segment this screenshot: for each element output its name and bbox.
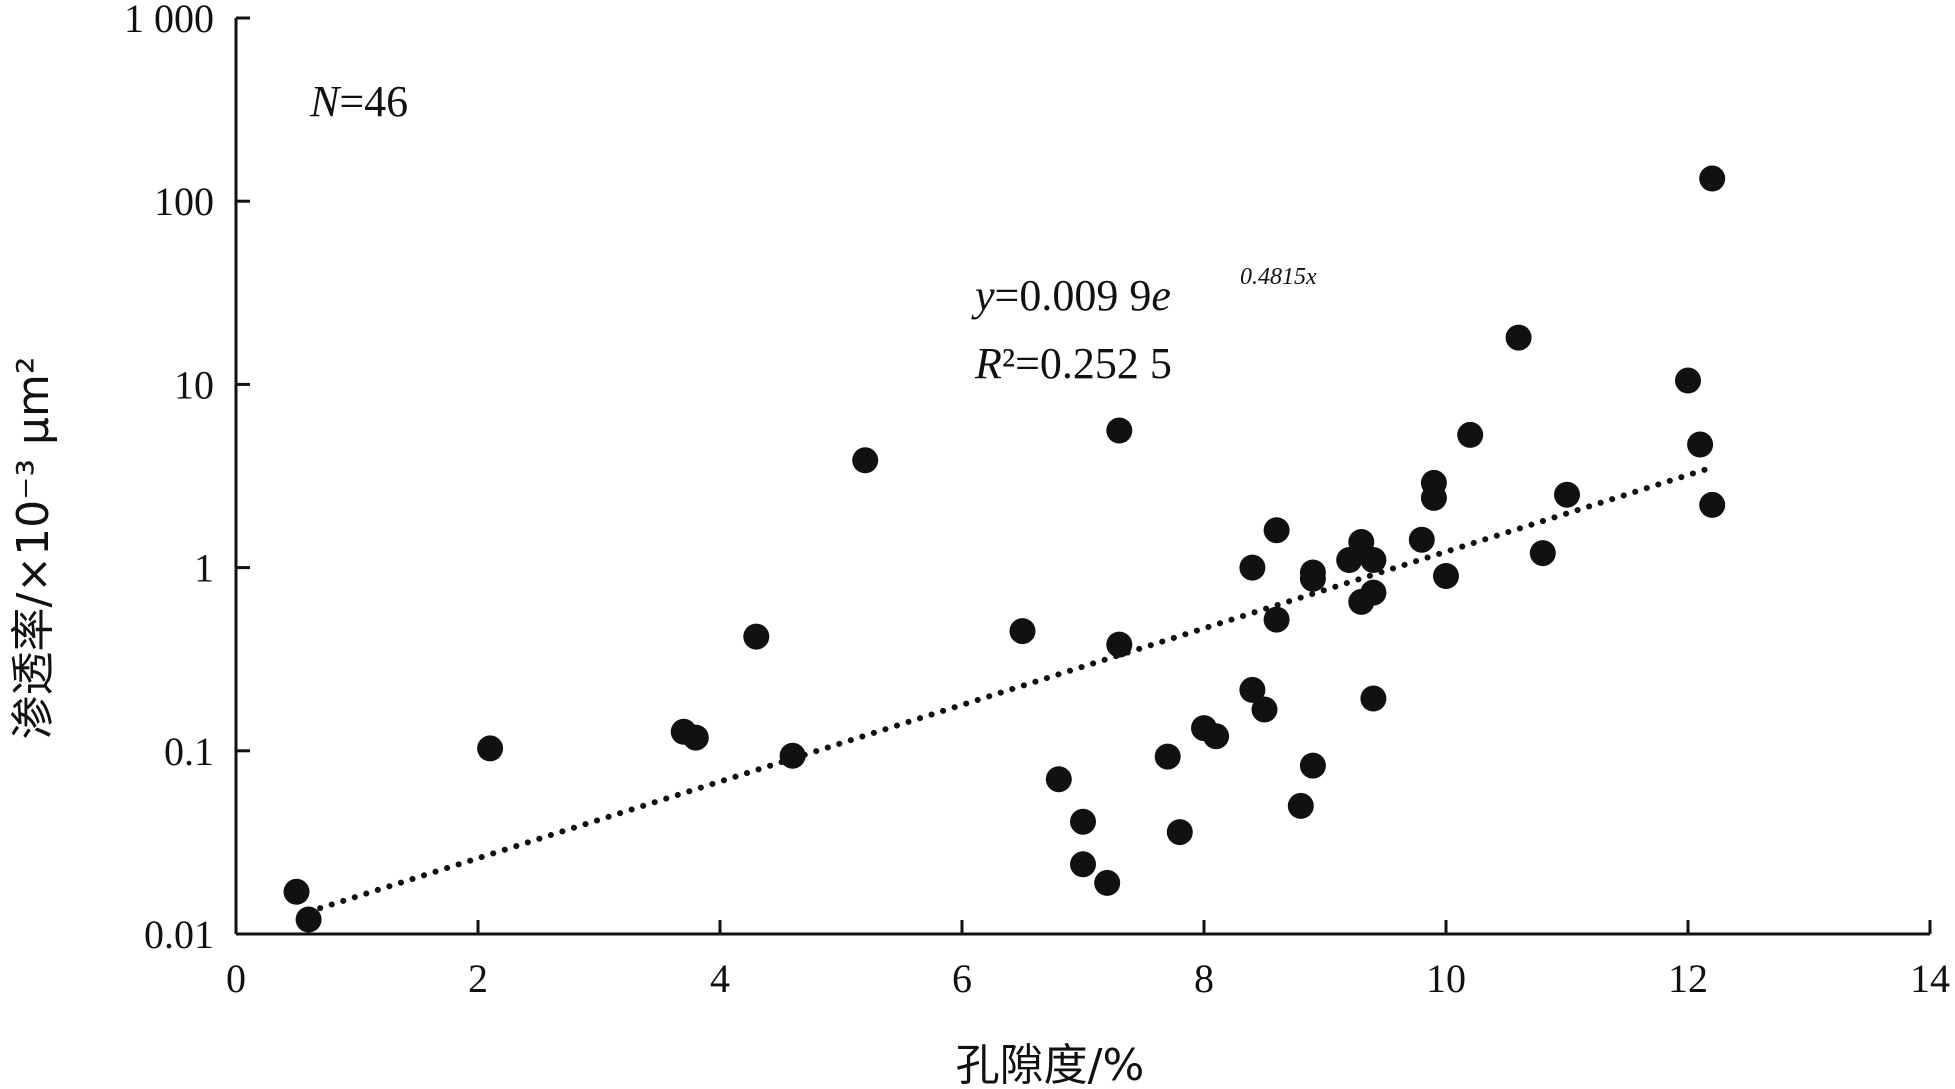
y-tick-label: 0.01 (144, 912, 214, 957)
data-point (852, 447, 879, 474)
regression-equation: y=0.009 9e (971, 271, 1171, 320)
data-point (1070, 808, 1096, 835)
trendline (305, 464, 1716, 915)
y-tick-label: 100 (154, 179, 214, 224)
data-point (1299, 565, 1326, 592)
data-point (1420, 484, 1447, 511)
regression-exponent: 0.4815x (1240, 264, 1317, 290)
x-tick-label: 6 (952, 956, 972, 1001)
data-point (1687, 431, 1714, 458)
x-tick-label: 12 (1668, 956, 1708, 1001)
data-point (1094, 869, 1121, 896)
data-point (1251, 696, 1278, 723)
data-point (1675, 367, 1701, 394)
data-point (1433, 563, 1459, 589)
y-tick-label: 1 000 (124, 0, 214, 41)
data-point (1263, 606, 1290, 633)
data-point (1106, 417, 1133, 444)
data-point (1287, 792, 1314, 819)
x-tick-label: 2 (468, 956, 488, 1001)
data-point (1457, 421, 1484, 448)
data-point (1239, 676, 1266, 703)
data-point (1299, 752, 1326, 779)
data-point (1360, 547, 1387, 573)
y-tick-label: 10 (174, 362, 214, 407)
y-tick-label: 1 (194, 546, 214, 591)
x-tick-label: 4 (710, 956, 730, 1001)
y-ticks: 0.01 0.1 1 10 100 1 000 (124, 0, 250, 957)
y-tick-label: 0.1 (164, 729, 214, 774)
data-point (1263, 517, 1290, 544)
data-point (682, 724, 709, 751)
data-point (283, 878, 310, 905)
data-point (1554, 481, 1580, 508)
data-point (1699, 165, 1726, 192)
x-tick-label: 14 (1910, 956, 1950, 1001)
data-point (295, 906, 322, 933)
sample-count-label: N=46 (309, 77, 408, 126)
data-point (1106, 631, 1133, 658)
y-axis-title: 渗透率/×10⁻³ μm² (8, 356, 59, 739)
data-point (1070, 851, 1096, 878)
data-point (1699, 491, 1726, 518)
data-point (477, 735, 504, 762)
x-ticks: 0 2 4 6 8 10 12 14 (226, 920, 1950, 1001)
x-axis-title: 孔隙度/% (956, 1040, 1145, 1089)
data-point (1154, 743, 1181, 770)
data-point (1360, 685, 1387, 712)
data-points (283, 165, 1726, 933)
data-point (1408, 526, 1435, 553)
data-point (1009, 618, 1036, 645)
axes (234, 18, 1930, 936)
data-point (779, 742, 806, 769)
x-tick-label: 8 (1194, 956, 1214, 1001)
r-squared-label: R²=0.252 5 (974, 339, 1172, 388)
data-point (1045, 766, 1072, 793)
data-point (1529, 540, 1556, 567)
data-point (1166, 819, 1193, 846)
data-point (1239, 554, 1266, 581)
data-point (1505, 324, 1532, 351)
x-tick-label: 10 (1426, 956, 1466, 1001)
x-tick-label: 0 (226, 956, 246, 1001)
data-point (1360, 579, 1387, 606)
data-point (1203, 723, 1230, 750)
data-point (743, 623, 770, 650)
